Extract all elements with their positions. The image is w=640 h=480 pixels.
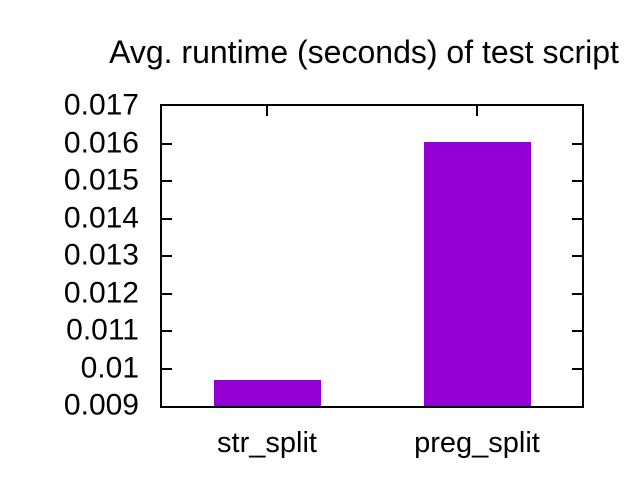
- y-tick-label: 0.011: [66, 313, 139, 347]
- bar-str_split: [213, 379, 321, 406]
- y-tick-mark: [572, 367, 582, 370]
- y-tick-label: 0.01: [80, 350, 139, 384]
- bar-preg_split: [423, 141, 531, 406]
- y-tick-mark: [162, 180, 172, 182]
- y-tick-label: 0.009: [63, 388, 139, 422]
- y-tick-mark: [162, 217, 172, 220]
- x-tick-label-preg_split: preg_split: [414, 427, 540, 459]
- y-tick-mark: [162, 292, 172, 295]
- plot-area: [160, 104, 584, 408]
- y-tick-label: 0.013: [63, 238, 139, 272]
- chart-title: Avg. runtime (seconds) of test script: [109, 34, 619, 70]
- y-tick-mark: [572, 292, 582, 295]
- y-tick-mark: [572, 180, 582, 182]
- x-tick-mark-top: [476, 106, 478, 116]
- y-tick-mark: [572, 142, 582, 145]
- y-tick-label: 0.014: [63, 200, 139, 234]
- y-tick-mark: [572, 217, 582, 220]
- y-tick-mark: [572, 255, 582, 257]
- x-tick-mark-top: [266, 106, 268, 116]
- x-tick-label-str_split: str_split: [217, 427, 317, 459]
- y-tick-mark: [162, 367, 172, 370]
- y-tick-mark: [162, 142, 172, 145]
- y-tick-label: 0.012: [63, 275, 139, 309]
- y-tick-label: 0.016: [63, 125, 139, 159]
- y-tick-label: 0.017: [63, 88, 139, 122]
- y-tick-mark: [162, 255, 172, 257]
- y-tick-mark: [572, 330, 582, 332]
- y-tick-label: 0.015: [63, 163, 139, 197]
- y-tick-mark: [162, 330, 172, 332]
